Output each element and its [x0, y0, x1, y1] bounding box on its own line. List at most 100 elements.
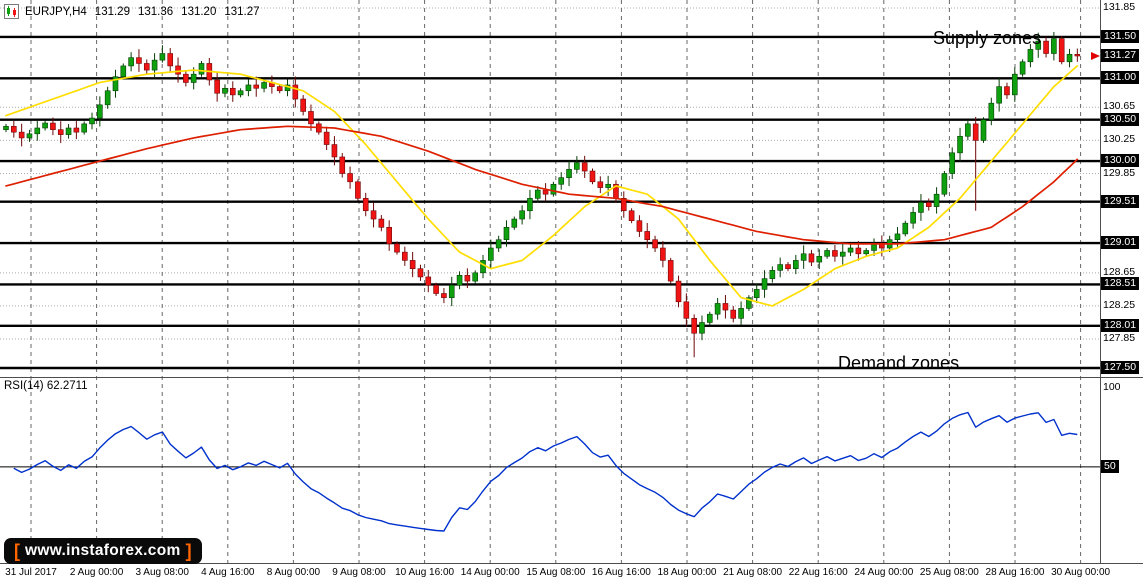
candle-body: [50, 122, 56, 130]
price-axis-label: 129.85: [1103, 166, 1136, 179]
logo-bracket-left: [: [14, 541, 20, 561]
candle-body: [847, 247, 854, 253]
candle-body: [730, 309, 737, 319]
rsi-indicator-label: RSI(14) 62.2711: [4, 380, 88, 392]
candle-body: [73, 127, 80, 133]
ma-slow-line: [5, 125, 1079, 245]
candle-body: [355, 181, 361, 199]
date-axis-label: 25 Aug 08:00: [919, 567, 979, 578]
date-axis-label: 2 Aug 00:00: [69, 567, 124, 578]
candle-body: [323, 131, 330, 145]
price-axis-label: 128.01: [1101, 318, 1140, 332]
candle-body: [761, 278, 768, 290]
current-price-arrow: [1091, 51, 1100, 60]
rsi-axis-label: 100: [1103, 381, 1121, 393]
quote-open: 131.29: [94, 5, 130, 18]
candle-body: [793, 260, 799, 269]
date-axis-label: 24 Aug 00:00: [854, 567, 914, 578]
candle-body: [949, 152, 956, 174]
candle-body: [417, 268, 424, 278]
candle-body: [581, 162, 588, 172]
date-axis-label: 3 Aug 08:00: [135, 567, 189, 578]
date-axis-label: 22 Aug 16:00: [788, 567, 848, 578]
candle-body: [894, 233, 901, 241]
price-axis-label: 128.25: [1103, 298, 1136, 311]
quote-high: 131.36: [137, 5, 174, 18]
candle-body: [136, 57, 142, 64]
candle-body: [933, 193, 940, 207]
candle-body: [480, 260, 486, 274]
candle-body: [175, 65, 181, 75]
candle-body: [394, 243, 400, 253]
candle-body: [808, 253, 815, 263]
date-axis-label: 30 Aug 00:00: [1051, 567, 1111, 578]
candle-body: [800, 253, 807, 261]
candle-body: [910, 212, 916, 224]
date-axis-label: 4 Aug 16:00: [201, 567, 255, 578]
chart-icon: [4, 4, 19, 19]
price-axis-label: 128.51: [1101, 277, 1140, 291]
candle-body: [777, 264, 783, 271]
date-axis-label: 10 Aug 16:00: [395, 567, 455, 578]
demand-zones-annotation: Demand zones: [838, 353, 960, 373]
candle-body: [378, 218, 385, 228]
candle-body: [855, 247, 862, 255]
candle-body: [198, 63, 205, 75]
candle-body: [691, 318, 697, 334]
candle-body: [276, 86, 283, 92]
price-axis-label: 127.50: [1101, 360, 1140, 374]
candle-body: [675, 280, 682, 303]
candle-body: [128, 57, 134, 67]
candle-body: [980, 119, 987, 141]
candle-body: [425, 276, 432, 286]
candle-body: [1043, 40, 1049, 54]
candle-body: [362, 198, 369, 212]
candle-body: [97, 104, 103, 119]
ma-fast-line: [5, 65, 1079, 307]
candle-body: [589, 170, 596, 183]
candle-body: [370, 210, 377, 220]
price-axis[interactable]: 131.85 131.50 131.27 131.00 130.65 130.50 130.…: [1100, 0, 1143, 563]
candle-body: [112, 76, 119, 92]
candle-body: [11, 126, 17, 133]
candle-body: [699, 322, 705, 334]
candle-body: [57, 129, 64, 135]
candle-body: [941, 173, 948, 195]
date-axis-label: 14 Aug 00:00: [460, 567, 520, 578]
candle-body: [300, 98, 306, 112]
candle-body: [738, 308, 744, 319]
candle-body: [534, 189, 541, 199]
candle-body: [488, 247, 494, 261]
candle-body: [120, 65, 127, 77]
candle-body: [245, 84, 252, 92]
date-axis-label: 31 Jul 2017: [5, 567, 57, 578]
candle-body: [1027, 49, 1034, 63]
candle-body: [409, 260, 416, 269]
candle-body: [104, 90, 111, 106]
date-axis-label: 8 Aug 00:00: [266, 567, 321, 578]
candle-body: [566, 169, 572, 178]
candle-body: [574, 162, 580, 170]
candle-body: [957, 135, 963, 154]
candle-body: [89, 117, 95, 125]
price-axis-label: 127.85: [1103, 332, 1136, 345]
candle-body: [1035, 40, 1042, 50]
date-axis-label: 28 Aug 16:00: [985, 567, 1045, 578]
logo-url: www.instaforex.com: [25, 542, 181, 559]
date-axis-label: 9 Aug 08:00: [332, 567, 386, 578]
candle-body: [597, 181, 604, 188]
candle-body: [347, 173, 353, 183]
candle-body: [871, 243, 877, 251]
candle-body: [386, 227, 392, 245]
candle-body: [746, 297, 752, 309]
candle-body: [222, 87, 228, 94]
candle-body: [839, 251, 846, 257]
candle-body: [229, 87, 236, 96]
price-axis-label: 129.51: [1101, 194, 1140, 208]
price-axis-label: 129.01: [1101, 236, 1140, 250]
instaforex-logo: [ www.instaforex.com ]: [4, 538, 202, 564]
candle-body: [558, 177, 565, 185]
date-axis[interactable]: 31 Jul 2017 2 Aug 00:00 3 Aug 08:00 4 Aug 1…: [0, 564, 1143, 585]
